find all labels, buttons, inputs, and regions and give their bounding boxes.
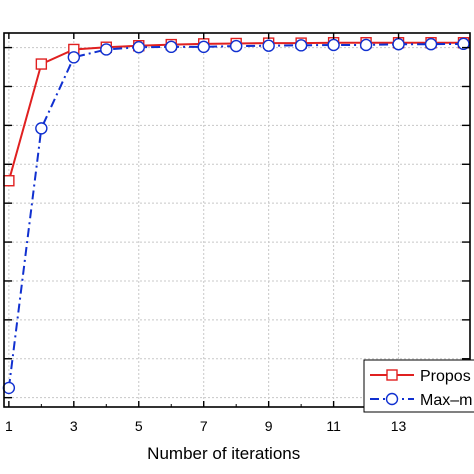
x-tick-label: 11 — [326, 418, 341, 434]
legend-label: Max–m — [420, 392, 472, 409]
data-point — [262, 39, 275, 52]
legend-label: Propos — [420, 368, 471, 385]
x-axis-title: Number of iterations — [147, 444, 300, 463]
x-tick-label: 7 — [200, 418, 208, 434]
data-point — [359, 38, 373, 52]
grid-lines — [4, 33, 470, 407]
x-tick-label: 13 — [391, 418, 407, 434]
series-2 — [2, 37, 470, 395]
series-line — [7, 41, 464, 181]
data-point — [294, 39, 308, 52]
data-point — [132, 41, 145, 54]
data-point — [457, 37, 470, 51]
tick-labels: 1 3 5 7 9 11 13 — [5, 418, 407, 434]
legend: Propos Max–m — [363, 359, 474, 413]
data-point — [67, 51, 81, 64]
legend-marker — [385, 392, 399, 406]
data-point — [424, 38, 438, 51]
x-tick-label: 5 — [135, 418, 143, 434]
data-point — [197, 40, 210, 54]
data-point — [392, 38, 405, 51]
data-point — [100, 43, 113, 56]
data-point — [165, 40, 178, 54]
x-tick-label: 3 — [70, 418, 78, 434]
data-point — [35, 122, 48, 135]
series-layer — [2, 37, 470, 395]
legend-marker — [386, 369, 398, 381]
data-point — [327, 38, 340, 52]
data-point — [229, 39, 243, 53]
data-point — [2, 381, 16, 395]
series-line — [7, 42, 464, 389]
legend-box — [363, 359, 474, 413]
data-point — [35, 58, 48, 70]
data-point — [3, 175, 15, 187]
x-tick-label: 9 — [265, 418, 273, 434]
plot-frame — [3, 32, 471, 408]
x-tick-label: 1 — [5, 418, 13, 434]
